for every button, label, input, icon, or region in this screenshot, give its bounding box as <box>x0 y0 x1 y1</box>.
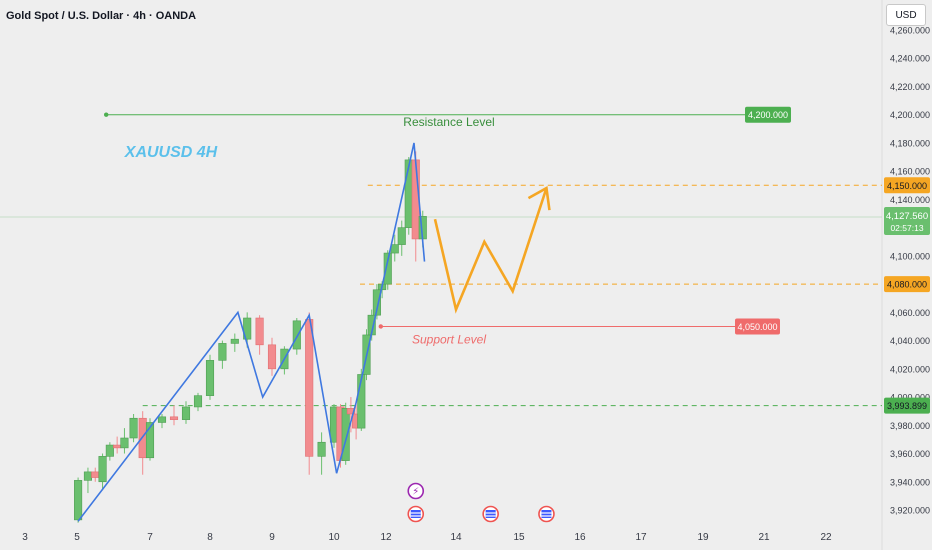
bear-candle <box>169 416 179 420</box>
y-tick-label: 4,240.000 <box>890 54 930 64</box>
bull-candle <box>383 252 392 285</box>
resistance-label: Resistance Level <box>403 115 494 129</box>
lightning-icon: ⚡ <box>412 487 419 498</box>
y-tick-label: 4,000.000 <box>890 393 930 403</box>
bull-candle <box>317 441 326 457</box>
lower-dashed-price-box <box>884 276 930 293</box>
bear-candle <box>255 317 264 346</box>
current-price-box <box>884 206 930 235</box>
x-tick-label: 9 <box>269 532 275 543</box>
bear-candle <box>113 444 122 449</box>
x-tick-label: 21 <box>758 532 770 543</box>
x-tick-label: 3 <box>22 532 28 543</box>
lower-dashed-price: 4,080.000 <box>887 280 927 290</box>
x-tick-label: 12 <box>380 532 392 543</box>
support-label: Support Level <box>412 332 486 346</box>
bear-candle <box>305 319 314 457</box>
current-price-label: 4,127.560 <box>886 211 928 222</box>
bottom-dashed-price: 3,993.899 <box>887 401 927 411</box>
us-flag-icon <box>410 510 421 518</box>
us-flag-icon <box>541 510 552 518</box>
bull-candle <box>129 417 138 439</box>
y-tick-label: 4,020.000 <box>890 364 930 374</box>
x-tick-label: 16 <box>574 532 586 543</box>
bottom-dashed-price-box <box>884 397 930 414</box>
forecast-arrow-head <box>527 186 551 211</box>
bull-candle <box>205 360 215 396</box>
y-tick-label: 4,140.000 <box>890 195 930 205</box>
bull-candle <box>157 416 167 423</box>
x-tick-label: 7 <box>147 532 153 543</box>
bear-candle <box>91 471 100 478</box>
y-tick-label: 4,040.000 <box>890 336 930 346</box>
x-tick-label: 17 <box>635 532 647 543</box>
bull-candle <box>145 422 155 459</box>
currency-button[interactable]: USD <box>886 4 926 26</box>
bull-candle <box>390 244 399 254</box>
x-tick-label: 14 <box>450 532 462 543</box>
bull-candle <box>341 408 350 461</box>
bull-candle <box>120 437 129 449</box>
zigzag-pattern <box>77 142 426 522</box>
y-tick-label: 4,260.000 <box>890 26 930 36</box>
x-tick-label: 15 <box>513 532 525 543</box>
bull-candle <box>105 444 114 457</box>
y-tick-label: 4,180.000 <box>890 138 930 148</box>
y-tick-label: 3,940.000 <box>890 477 930 487</box>
x-tick-label: 8 <box>207 532 213 543</box>
x-tick-label: 10 <box>328 532 340 543</box>
support-price: 4,050.000 <box>737 322 777 332</box>
resistance-anchor <box>104 112 109 117</box>
x-tick-label: 19 <box>697 532 709 543</box>
symbol-label: XAUUSD 4H <box>124 144 218 161</box>
bull-candle <box>218 343 227 361</box>
y-tick-label: 4,200.000 <box>890 110 930 120</box>
y-tick-label: 4,220.000 <box>890 82 930 92</box>
y-tick-label: 4,060.000 <box>890 308 930 318</box>
lightning-event-marker <box>407 482 425 500</box>
bull-candle <box>292 320 301 350</box>
bull-candle <box>98 456 107 483</box>
forecast-path <box>433 187 548 314</box>
bull-candle <box>230 338 239 344</box>
us-flag-icon <box>485 510 496 518</box>
support-price-box <box>735 318 780 335</box>
upper-dashed-price-box <box>884 177 930 194</box>
countdown-label: 02:57:13 <box>890 223 923 233</box>
resistance-price: 4,200.000 <box>748 110 788 120</box>
support-anchor <box>378 324 383 329</box>
y-tick-label: 3,960.000 <box>890 449 930 459</box>
bull-candle <box>74 480 83 521</box>
bull-candle <box>357 374 366 429</box>
y-tick-label: 4,160.000 <box>890 167 930 177</box>
y-tick-label: 3,980.000 <box>890 421 930 431</box>
bear-candle <box>267 344 277 370</box>
bull-candle <box>372 289 381 316</box>
y-tick-label: 3,920.000 <box>890 506 930 516</box>
x-tick-label: 22 <box>820 532 832 543</box>
y-tick-label: 4,100.000 <box>890 251 930 261</box>
resistance-price-box <box>745 106 791 123</box>
x-tick-label: 5 <box>74 532 80 543</box>
bull-candle <box>83 471 92 481</box>
bull-candle <box>397 227 406 245</box>
bull-candle <box>193 395 203 408</box>
bear-candle <box>346 408 355 415</box>
bull-candle <box>181 406 191 420</box>
symbol-title: Gold Spot / U.S. Dollar · 4h · OANDA <box>6 10 197 22</box>
upper-dashed-price: 4,150.000 <box>887 181 927 191</box>
